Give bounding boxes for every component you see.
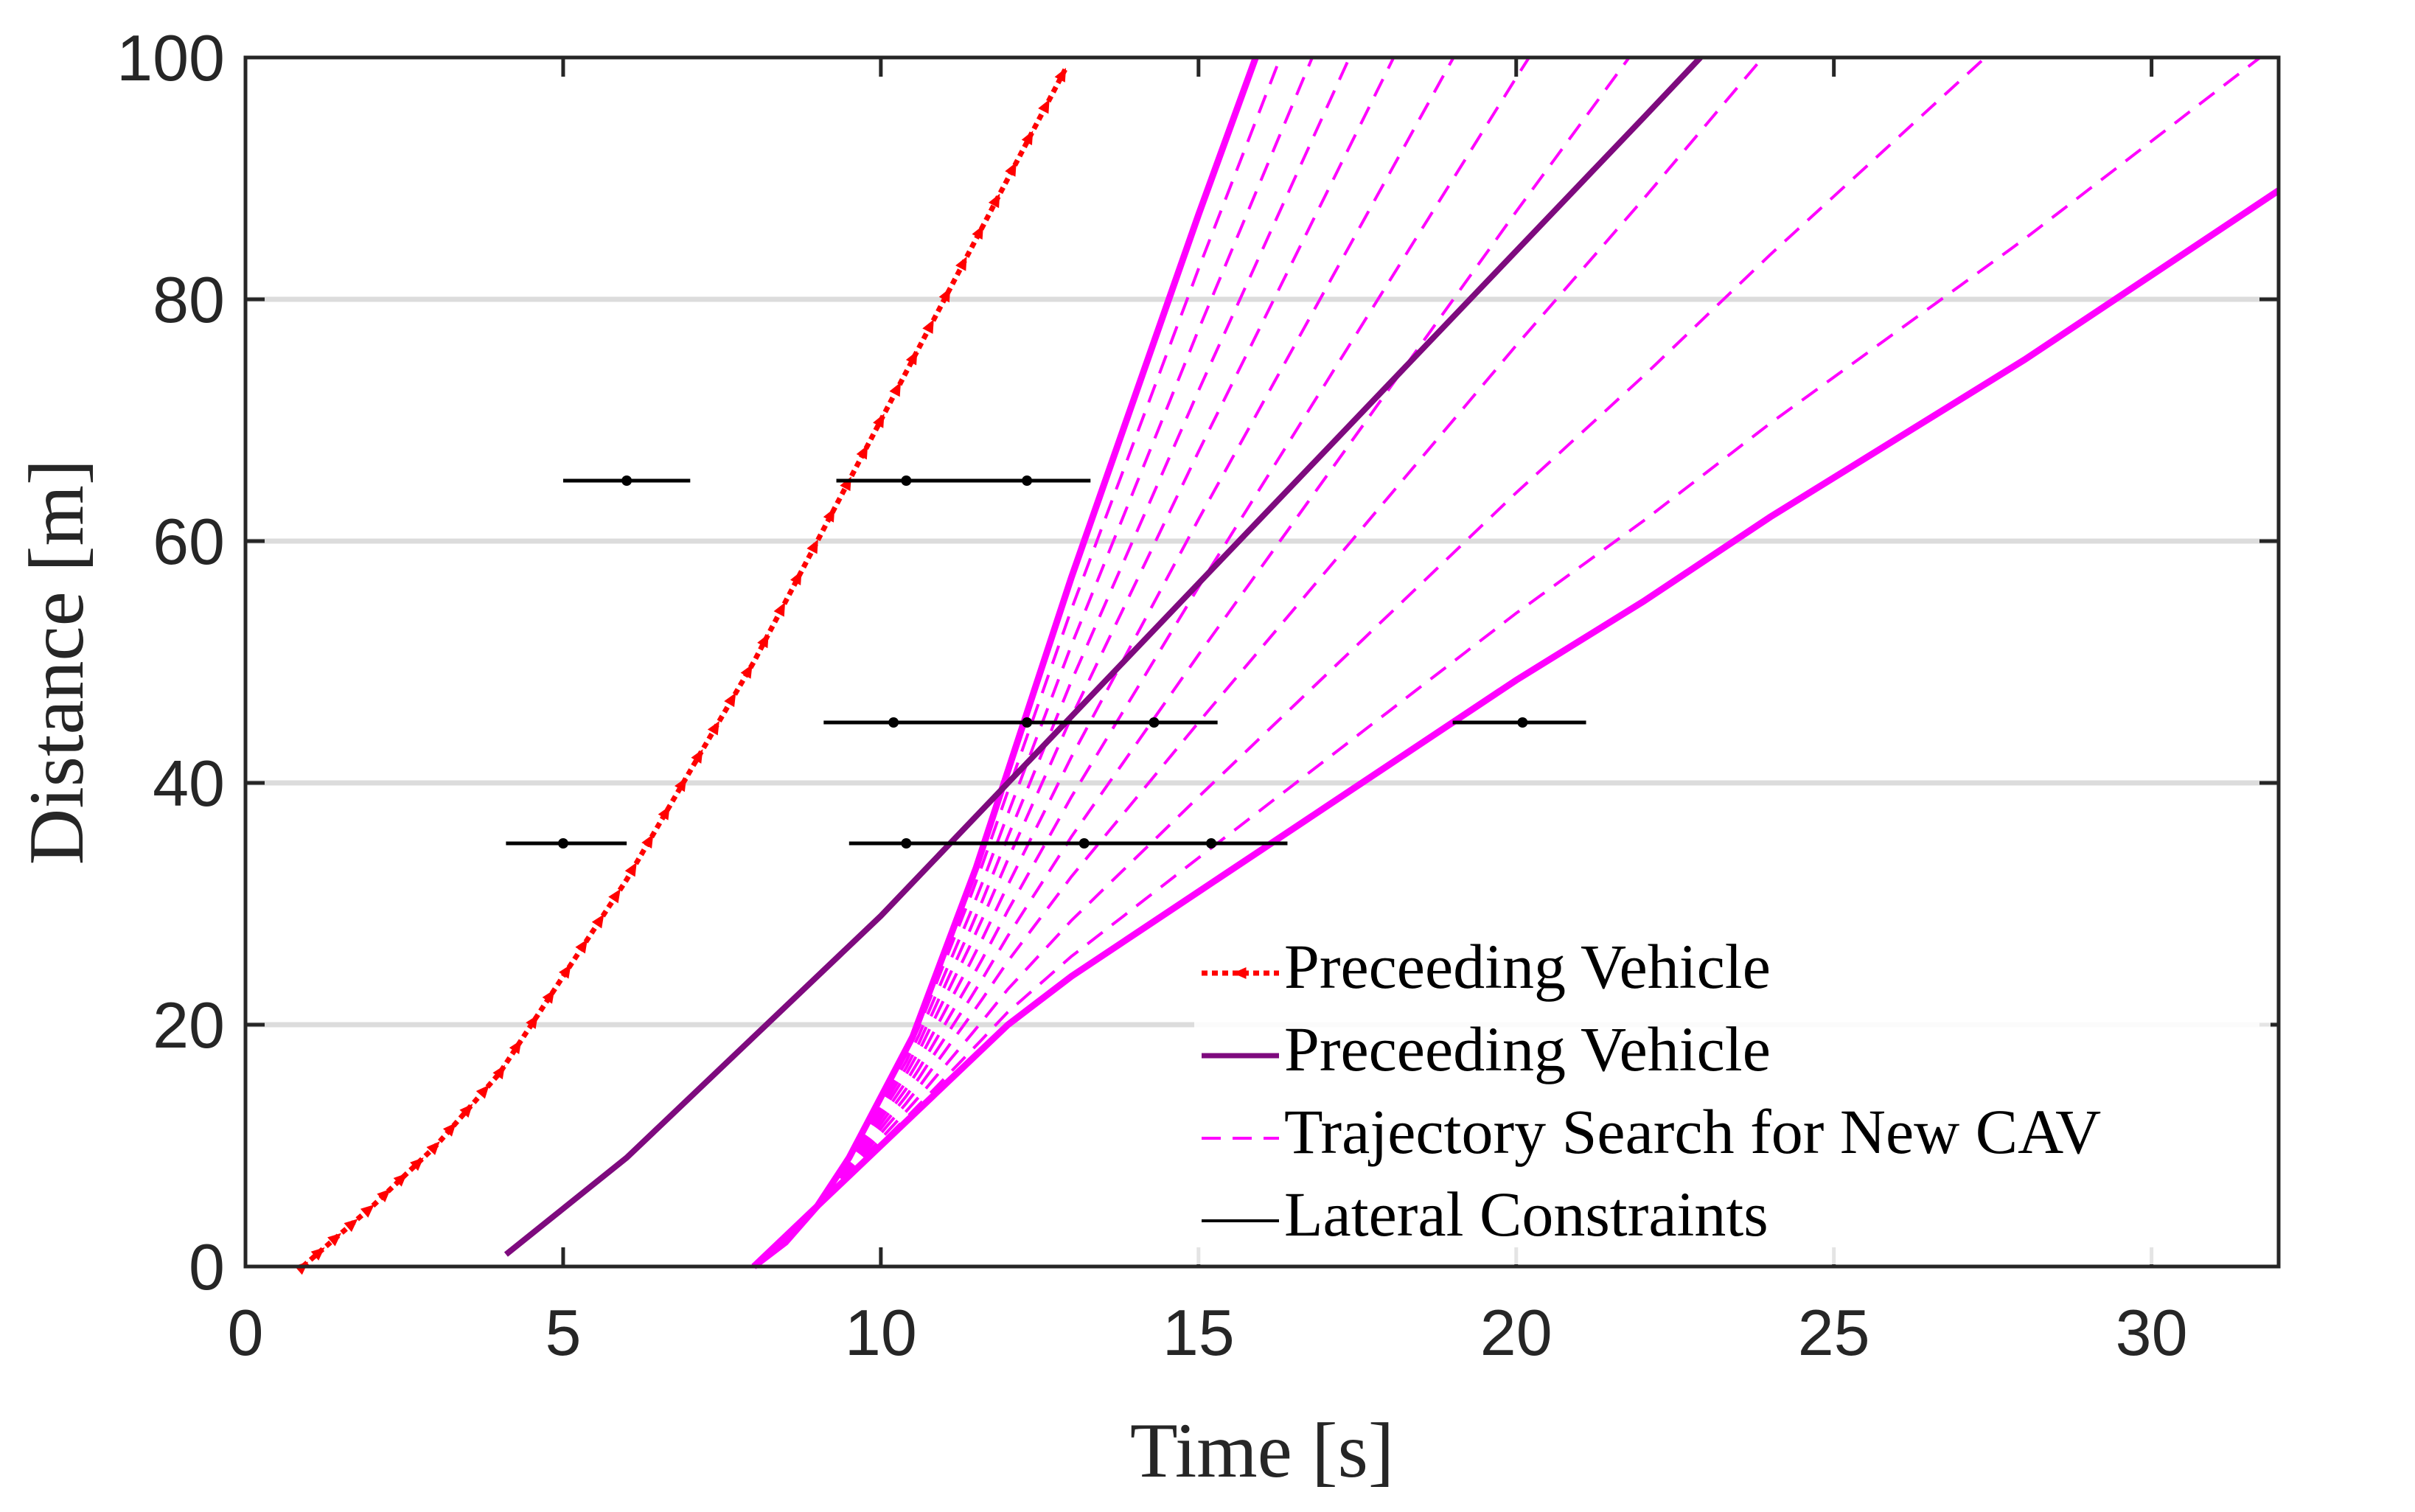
search-trajectory-dashed-4: [753, 57, 1455, 1268]
y-tick-label-20: 20: [153, 989, 225, 1062]
series-layer: [294, 55, 2281, 1275]
x-tick-label-10: 10: [845, 1296, 917, 1369]
legend-label-purple-preceding: Preceeding Vehicle: [1284, 1014, 1771, 1084]
lateral-constraint-point-5-2: [1206, 838, 1217, 849]
plot-area-border: [243, 55, 2281, 1269]
preceding-vehicle-red-marker: [988, 193, 1000, 209]
preceding-vehicle-red-marker: [310, 1247, 325, 1261]
y-tick-label-60: 60: [153, 505, 225, 578]
x-tick-label-25: 25: [1798, 1296, 1870, 1369]
search-trajectory-dashed-7: [753, 56, 1764, 1268]
preceding-vehicle-red-marker: [559, 964, 571, 979]
preceding-vehicle-red-marker: [691, 749, 703, 764]
preceding-vehicle-red-marker: [740, 664, 753, 679]
preceding-vehicle-red-marker: [526, 1014, 538, 1029]
search-trajectory-dashed-8: [753, 56, 1987, 1268]
y-tick-label-100: 100: [116, 21, 225, 94]
search-trajectory-dashed-3: [753, 57, 1395, 1268]
preceding-vehicle-red-marker: [327, 1233, 341, 1247]
search-trajectory-dashed-5: [753, 56, 1530, 1268]
preceding-vehicle-red-marker: [459, 1104, 473, 1118]
y-tick-label-40: 40: [153, 747, 225, 820]
lateral-constraint-point-2-2: [1149, 717, 1160, 728]
lateral-constraints: [506, 475, 1586, 849]
x-tick-label-0: 0: [228, 1296, 264, 1369]
preceding-vehicle-red-marker: [790, 571, 802, 586]
lateral-constraint-point-0-0: [621, 475, 632, 486]
legend: Preceeding Vehicle Preceeding Vehicle Tr…: [1194, 925, 2271, 1264]
preceding-vehicle-red-marker: [624, 862, 637, 877]
x-tick-label-30: 30: [2116, 1296, 2188, 1369]
lateral-constraint-point-3-0: [1517, 717, 1528, 728]
x-tick-label-20: 20: [1480, 1296, 1552, 1369]
preceding-vehicle-red-marker: [806, 539, 818, 554]
preceding-vehicle-red-marker: [509, 1039, 522, 1054]
lateral-constraint-point-1-1: [1022, 475, 1033, 486]
y-tick-label-80: 80: [153, 263, 225, 336]
preceding-vehicle-red-marker: [591, 913, 604, 929]
legend-label-lateral-constraints: Lateral Constraints: [1284, 1179, 1768, 1250]
preceding-vehicle-red-marker: [938, 288, 951, 303]
lateral-constraint-point-5-0: [901, 838, 912, 849]
preceding-vehicle-red-marker: [1038, 99, 1050, 114]
preceding-vehicle-red-marker: [658, 806, 670, 821]
preceding-vehicle-red-marker: [360, 1204, 374, 1218]
legend-label-red-preceding: Preceeding Vehicle: [1284, 931, 1771, 1002]
preceding-vehicle-red-marker: [475, 1084, 489, 1099]
preceding-vehicle-red-marker: [823, 508, 835, 523]
lateral-constraint-point-5-1: [1078, 838, 1090, 849]
preceding-vehicle-red-marker: [922, 319, 934, 334]
preceding-vehicle-purple-line: [503, 55, 1703, 1257]
search-trajectory-dashed-9: [753, 56, 2262, 1268]
legend-swatch-red-marker: [1233, 967, 1247, 979]
preceding-vehicle-red-marker: [955, 256, 967, 271]
preceding-vehicle-red-marker: [873, 414, 885, 428]
preceding-vehicle-red-marker: [344, 1219, 358, 1233]
preceding-vehicle-red-marker: [724, 692, 736, 708]
search-trajectory-dashed-6: [753, 56, 1631, 1268]
legend-box: [1194, 925, 2271, 1264]
preceding-vehicle-red-marker: [1005, 162, 1017, 177]
preceding-vehicle-red-marker: [410, 1157, 424, 1171]
lateral-constraint-point-4-0: [557, 838, 568, 849]
preceding-vehicle-red-marker: [575, 939, 588, 954]
lateral-constraint-point-1-0: [901, 475, 912, 486]
preceding-vehicle-red-marker: [542, 989, 555, 1004]
preceding-vehicle-red-marker: [426, 1141, 440, 1155]
preceding-vehicle-red-marker: [905, 350, 918, 366]
x-axis-label: Time [s]: [1130, 1407, 1394, 1494]
preceding-vehicle-red-marker: [1054, 68, 1067, 83]
preceding-vehicle-red-marker: [393, 1173, 408, 1187]
preceding-vehicle-red-marker: [1021, 130, 1034, 146]
preceding-vehicle-red-marker: [641, 834, 654, 849]
x-tick-label-15: 15: [1163, 1296, 1235, 1369]
y-axis-label: Distance [m]: [13, 459, 100, 865]
x-tick-label-5: 5: [545, 1296, 581, 1369]
legend-swatches: [1202, 967, 1279, 1222]
preceding-vehicle-red-marker: [608, 888, 621, 904]
preceding-vehicle-red-marker: [856, 445, 868, 460]
search-trajectory-dashed-2: [753, 57, 1351, 1268]
preceding-vehicle-red-marker: [675, 777, 687, 792]
preceding-vehicle-red-marker: [773, 602, 786, 617]
search-lower-bound-line: [751, 187, 2281, 1269]
preceding-vehicle-red-marker: [757, 633, 769, 649]
y-tick-label-0: 0: [189, 1230, 225, 1303]
lateral-constraint-point-2-1: [1022, 717, 1033, 728]
preceding-vehicle-red-marker: [492, 1065, 505, 1080]
preceding-vehicle-red-marker: [707, 720, 719, 736]
preceding-vehicle-red-marker: [442, 1122, 456, 1137]
preceding-vehicle-red-marker: [972, 225, 983, 240]
preceding-vehicle-red-marker: [889, 382, 901, 397]
lateral-constraint-point-2-0: [888, 717, 899, 728]
legend-label-trajectory-search: Trajectory Search for New CAV: [1284, 1096, 2101, 1167]
axis-ticks: 0 5 10 15 20 25 30 0 20 40 60 80 100: [116, 21, 2279, 1369]
preceding-vehicle-red-marker: [377, 1188, 391, 1202]
